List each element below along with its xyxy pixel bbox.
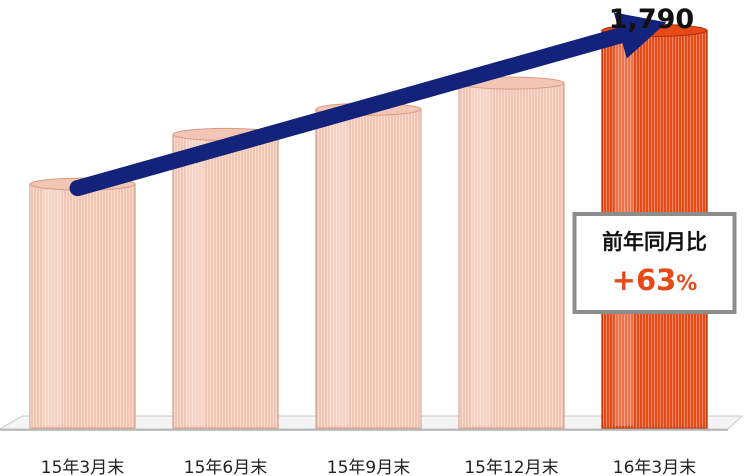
annotation-title: 前年同月比 xyxy=(602,230,707,254)
yoy-annotation: 前年同月比+63% xyxy=(575,214,735,312)
bar xyxy=(316,103,421,428)
x-tick-label: 15年12月末 xyxy=(464,458,558,476)
x-tick-label: 16年3月末 xyxy=(613,458,696,476)
bar xyxy=(30,178,135,428)
x-tick-label: 15年3月末 xyxy=(41,458,124,476)
bar xyxy=(459,77,564,428)
bar-shine xyxy=(186,136,205,426)
bar-shine xyxy=(472,85,491,426)
data-label: 1,790 xyxy=(609,4,694,35)
bar-shine xyxy=(329,111,348,426)
x-tick-label: 15年6月末 xyxy=(184,458,267,476)
x-tick-label: 15年9月末 xyxy=(327,458,410,476)
bar-shine xyxy=(43,186,62,426)
bar xyxy=(173,128,278,428)
